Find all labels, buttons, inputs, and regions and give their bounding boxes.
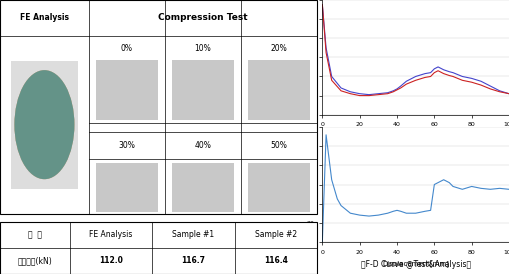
X-axis label: Displacement[mm]: Displacement[mm] — [382, 260, 449, 267]
Text: 30%: 30% — [119, 141, 135, 150]
Text: 112.0: 112.0 — [99, 256, 123, 266]
Bar — [96, 163, 158, 212]
Text: Sample #1: Sample #1 — [173, 230, 215, 239]
X-axis label: Extension [mm]: Extension [mm] — [385, 133, 446, 142]
Ellipse shape — [14, 70, 74, 179]
Text: 50%: 50% — [271, 141, 288, 150]
Ellipse shape — [14, 70, 74, 179]
Text: 구  분: 구 분 — [28, 230, 42, 239]
Text: FE Analysis: FE Analysis — [90, 230, 133, 239]
Ellipse shape — [14, 70, 74, 179]
Bar — [172, 60, 234, 120]
Text: 〈F-D Curve @Test&Analysis〉: 〈F-D Curve @Test&Analysis〉 — [360, 260, 471, 269]
Bar — [172, 163, 234, 212]
Bar — [0, 0, 317, 214]
Text: 10%: 10% — [195, 44, 211, 53]
Text: 116.7: 116.7 — [182, 256, 206, 266]
Text: FE Analysis: FE Analysis — [20, 13, 69, 22]
Y-axis label: Load[kN]: Load[kN] — [291, 169, 297, 200]
Bar — [248, 163, 310, 212]
Text: 116.4: 116.4 — [264, 256, 288, 266]
Ellipse shape — [14, 70, 74, 179]
Bar — [248, 60, 310, 120]
Ellipse shape — [14, 70, 74, 179]
Bar — [0, 222, 317, 274]
Text: 최대하중(kN): 최대하중(kN) — [17, 256, 52, 266]
Text: 20%: 20% — [271, 44, 288, 53]
Text: Compression Test: Compression Test — [158, 13, 248, 22]
Ellipse shape — [14, 70, 74, 179]
Text: Sample #2: Sample #2 — [255, 230, 297, 239]
Text: 40%: 40% — [194, 141, 212, 150]
FancyBboxPatch shape — [11, 61, 78, 189]
Y-axis label: Load [kN]: Load [kN] — [289, 39, 297, 76]
Text: 0%: 0% — [121, 44, 133, 53]
Bar — [96, 60, 158, 120]
